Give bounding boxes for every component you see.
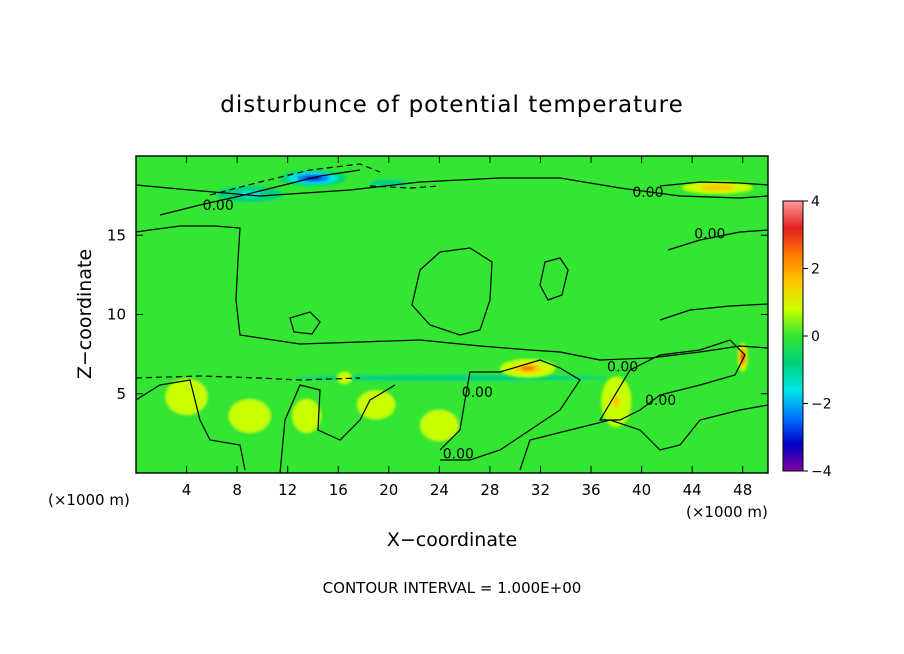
contour-line-dashed	[136, 375, 361, 381]
x-tick-label: 12	[278, 481, 297, 499]
contour-label: 0.00	[607, 360, 638, 376]
x-axis: 4 8 12 16 20 24 28 32 36 40 44 48	[182, 156, 752, 499]
x-tick-label: 40	[632, 481, 651, 499]
colorbar-tick-label: 4	[811, 194, 820, 210]
feature-mark	[708, 186, 727, 190]
x-tick-label: 48	[733, 481, 752, 499]
contour-line	[411, 247, 493, 336]
x-tick-label: 36	[581, 481, 600, 499]
contour-label: 0.00	[462, 385, 493, 401]
colorbar-tick-label: 2	[811, 262, 820, 278]
colorbar-ticks: 4 2 0 −2 −4	[803, 194, 832, 480]
contour-line	[136, 177, 768, 199]
contour-labels: 0.00 0.00 0.00 0.00 0.00 0.00 0.00	[203, 185, 726, 463]
y-tick-label: 10	[107, 306, 126, 324]
contour-line	[519, 404, 768, 471]
contour-line	[659, 181, 768, 187]
x-unit-left: (×1000 m)	[48, 491, 130, 509]
field-feature	[414, 404, 465, 447]
feature-mark	[373, 376, 531, 380]
y-axis: 5 10 15	[107, 226, 768, 403]
contour-label: 0.00	[203, 198, 234, 214]
colorbar: 4 2 0 −2 −4	[782, 194, 832, 480]
feature-mark	[369, 400, 383, 410]
field-feature	[136, 371, 768, 385]
x-unit-right: (×1000 m)	[686, 503, 768, 521]
contour-label: 0.00	[443, 447, 474, 463]
contour-line	[598, 339, 746, 421]
x-tick-label: 16	[329, 481, 348, 499]
x-tick-label: 28	[480, 481, 499, 499]
feature-mark	[612, 395, 621, 409]
contour-line	[279, 384, 396, 473]
x-tick-label: 8	[232, 481, 242, 499]
y-axis-label: Z−coordinate	[74, 249, 96, 379]
feature-mark	[301, 410, 312, 422]
feature-mark	[379, 180, 399, 185]
contour-line-dashed	[209, 163, 381, 196]
contour-line	[667, 229, 768, 251]
contour-line	[659, 303, 768, 321]
x-tick-label: 44	[683, 481, 702, 499]
contour-line	[159, 169, 361, 216]
x-tick-label: 32	[531, 481, 550, 499]
field-feature	[287, 393, 326, 439]
field-features	[136, 170, 768, 447]
field-feature	[350, 385, 402, 424]
plot-area: 0.00 0.00 0.00 0.00 0.00 0.00 0.00	[135, 155, 769, 474]
contour-line	[136, 379, 246, 471]
feature-mark	[433, 420, 446, 431]
contour-label: 0.00	[645, 393, 676, 409]
colorbar-tick-label: −2	[811, 397, 832, 413]
colorbar-tick-label: −4	[811, 464, 832, 480]
field-feature	[336, 371, 353, 385]
feature-mark	[520, 366, 535, 371]
colorbar-bar	[782, 200, 804, 472]
contour-line-dashed	[369, 185, 441, 189]
feature-mark	[342, 376, 347, 380]
field-feature	[601, 376, 632, 428]
colorbar-tick-label: 0	[811, 329, 820, 345]
x-axis-label: X−coordinate	[387, 529, 517, 551]
contour-lines	[136, 163, 768, 473]
x-tick-label: 4	[182, 481, 192, 499]
contour-label: 0.00	[694, 226, 725, 242]
contour-line	[289, 311, 321, 335]
y-tick-label: 15	[107, 226, 126, 244]
feature-mark	[179, 390, 194, 403]
field-feature	[682, 181, 753, 195]
field-feature	[221, 393, 278, 439]
chart-title: disturbunce of potential temperature	[220, 92, 684, 118]
contour-label: 0.00	[632, 185, 663, 201]
field-feature	[350, 175, 427, 191]
contour-line	[136, 225, 768, 361]
contour-interval-note: CONTOUR INTERVAL = 1.000E+00	[323, 579, 582, 597]
contour-line	[539, 257, 569, 301]
feature-mark	[242, 410, 257, 422]
field-feature	[500, 358, 556, 378]
y-tick-label: 5	[116, 385, 126, 403]
x-tick-label: 20	[379, 481, 398, 499]
contour-line	[439, 359, 581, 461]
x-tick-label: 24	[430, 481, 449, 499]
